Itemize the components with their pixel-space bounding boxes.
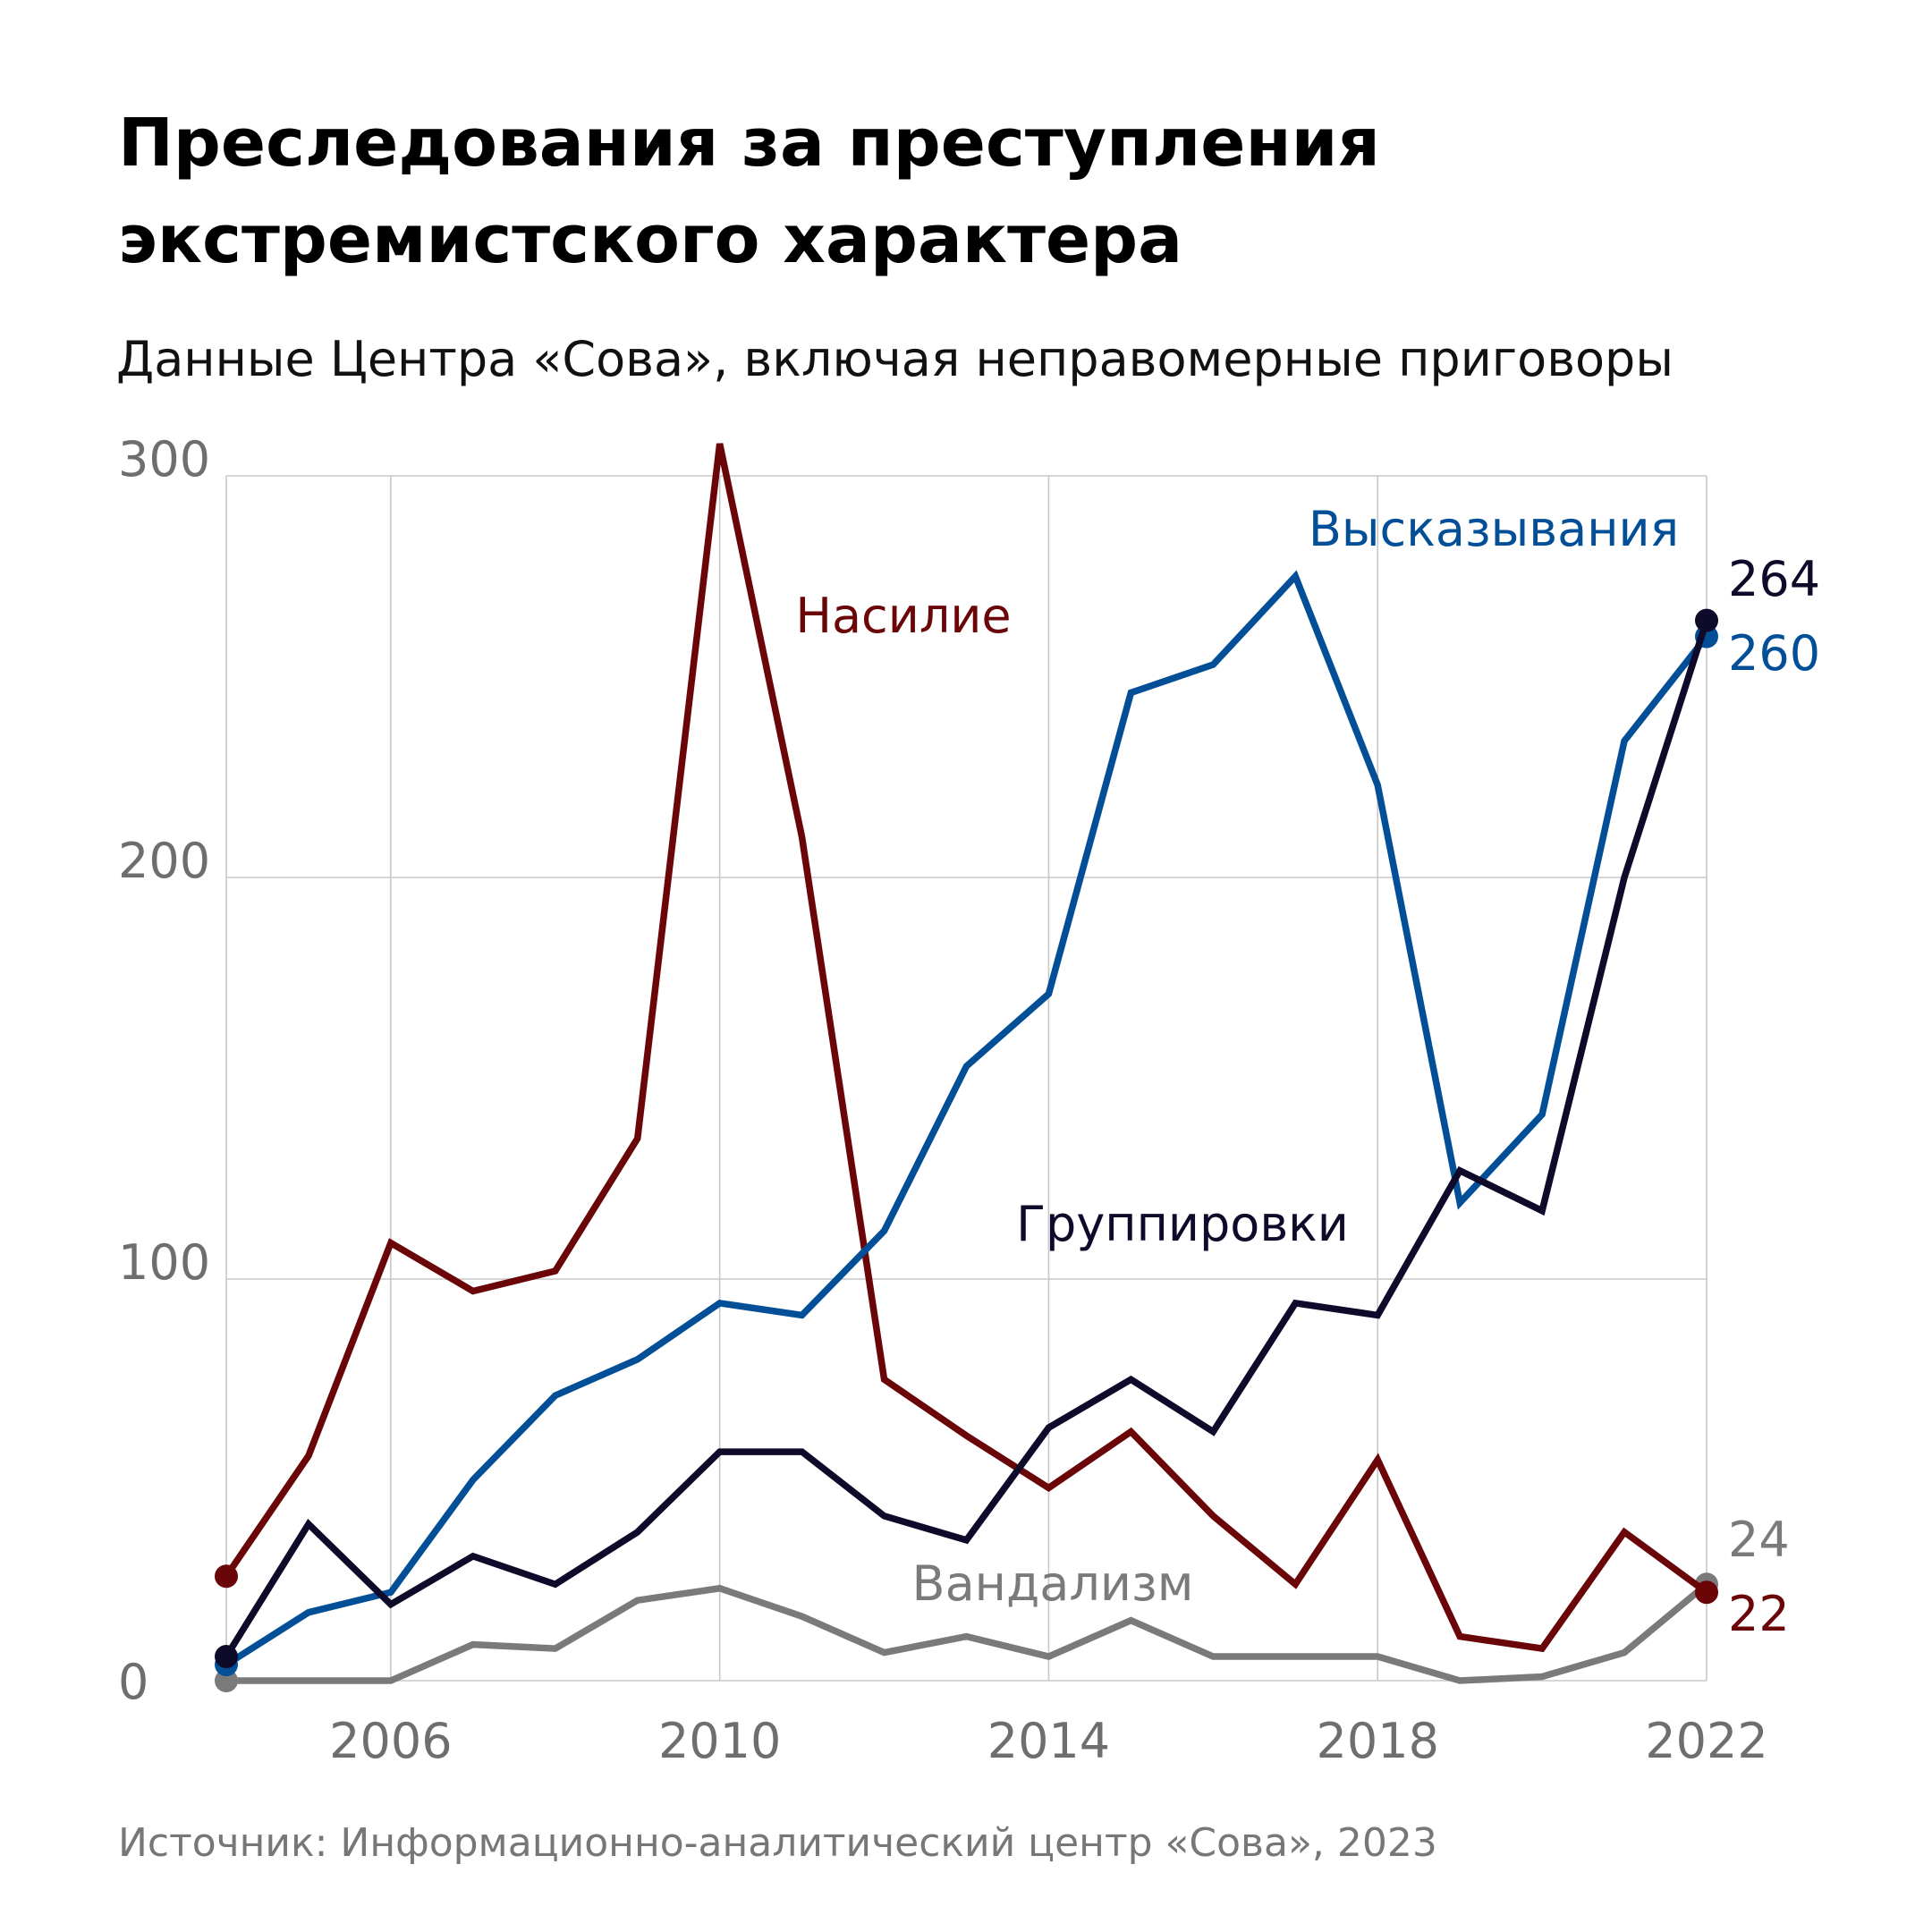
- series-endpoint-marker: [215, 1645, 238, 1669]
- y-tick-label: 200: [118, 833, 210, 889]
- axis-ticks: 0 100 200 300 2006 2010 2014 2018 2022: [118, 431, 1768, 1769]
- series-lines: [215, 443, 1718, 1692]
- series-line-2: [223, 619, 1710, 1659]
- y-tick-label: 0: [118, 1654, 148, 1710]
- end-label-vandalism: 24: [1728, 1512, 1790, 1568]
- x-tick-label: 2010: [658, 1713, 781, 1769]
- series-label-vandalism: Вандализм: [912, 1555, 1194, 1612]
- y-tick-label: 100: [118, 1234, 210, 1291]
- chart-title-line2: экстремистского характера: [118, 201, 1182, 278]
- source-note: Источник: Информационно-аналитический це…: [118, 1820, 1437, 1866]
- chart-title-line1: Преследования за преступления: [118, 105, 1380, 182]
- series-endpoint-marker: [1695, 608, 1718, 632]
- series-line-1: [224, 570, 1709, 1668]
- chart-subtitle: Данные Центра «Сова», включая неправомер…: [116, 331, 1674, 387]
- x-tick-label: 2022: [1645, 1713, 1767, 1769]
- series-endpoint-marker: [1695, 1580, 1718, 1605]
- x-tick-label: 2014: [987, 1713, 1110, 1769]
- series-line-3: [226, 1581, 1709, 1684]
- y-tick-label: 300: [118, 431, 210, 487]
- series-endpoint-marker: [215, 1669, 238, 1692]
- x-tick-label: 2018: [1317, 1713, 1439, 1769]
- series-label-speech: Высказывания: [1309, 501, 1679, 557]
- series-label-violence: Насилие: [795, 588, 1011, 644]
- end-label-violence: 22: [1728, 1586, 1790, 1642]
- end-label-speech: 260: [1728, 625, 1820, 682]
- gridlines: [225, 475, 1707, 1682]
- series-label-groups: Группировки: [1016, 1196, 1349, 1252]
- end-label-groups: 264: [1728, 551, 1820, 607]
- x-tick-label: 2006: [329, 1713, 452, 1769]
- series-line-0: [223, 443, 1709, 1653]
- series-endpoint-marker: [215, 1564, 238, 1589]
